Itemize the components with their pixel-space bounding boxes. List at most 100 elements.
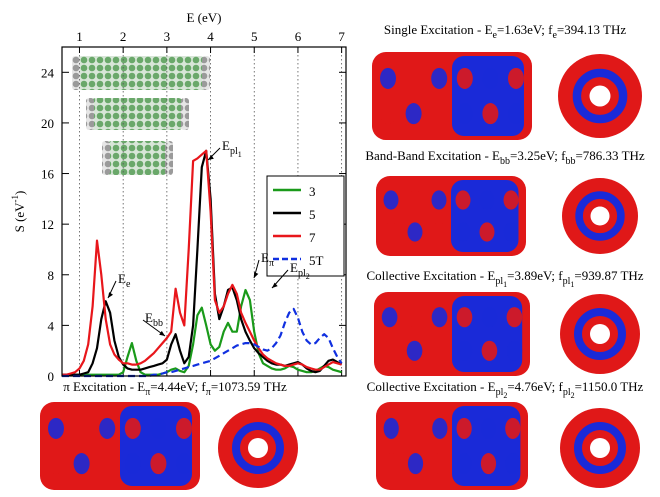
text-part: π bbox=[145, 387, 150, 398]
orbital-hole bbox=[589, 85, 611, 107]
orbital-lobe bbox=[407, 222, 423, 242]
orbital-lobe bbox=[407, 453, 424, 475]
orbital-lobe bbox=[380, 103, 396, 125]
text-part: =4.76eV; f bbox=[507, 379, 563, 394]
orbital-lobe bbox=[572, 68, 628, 124]
orbital-lobe bbox=[124, 417, 141, 439]
text-part: e bbox=[552, 30, 557, 41]
orbital-lobe bbox=[455, 222, 471, 242]
orbital-end-view bbox=[560, 408, 640, 488]
arrow-head bbox=[159, 330, 165, 336]
orbital-lobe bbox=[431, 340, 448, 361]
text-part: e bbox=[126, 279, 131, 290]
text-part: π Excitation - E bbox=[63, 379, 145, 394]
orbital-lobe bbox=[575, 191, 625, 241]
orbital-lobe bbox=[452, 406, 521, 486]
plot-frame bbox=[61, 46, 347, 377]
text-part: E bbox=[118, 271, 126, 286]
arrow-head bbox=[272, 282, 278, 288]
orbital-lobe bbox=[405, 67, 422, 89]
orbital-lobe bbox=[574, 308, 626, 360]
x-tick-label: 4 bbox=[207, 29, 214, 44]
orbital-side-view bbox=[376, 402, 528, 490]
text-part: =1150.0 THz bbox=[575, 379, 644, 394]
orbital-lobe bbox=[431, 103, 448, 125]
orbital-lobe bbox=[456, 453, 472, 475]
text-part: bb bbox=[500, 156, 510, 167]
text-part: E bbox=[145, 310, 153, 325]
orbital-lobe bbox=[479, 222, 495, 242]
text-part: Band-Band Excitation - E bbox=[365, 148, 500, 163]
panel-title: π Excitation - Eπ=4.44eV; fπ=1073.59 THz bbox=[63, 379, 287, 398]
orbital-side-view bbox=[40, 402, 200, 490]
series-line bbox=[62, 307, 343, 378]
text-part: 1 bbox=[503, 280, 507, 289]
text-part: e bbox=[493, 30, 498, 41]
orbital-lobe bbox=[508, 67, 524, 89]
orbital-end-view bbox=[558, 54, 642, 138]
orbital-lobe bbox=[455, 190, 471, 210]
legend-label: 7 bbox=[309, 230, 316, 245]
text-part: Collective Excitation - E bbox=[366, 268, 495, 283]
orbital-lobe bbox=[124, 453, 141, 475]
orbital-lobe bbox=[176, 453, 192, 475]
orbital-lobe bbox=[406, 307, 423, 328]
y-tick-label: 12 bbox=[41, 217, 54, 232]
orbital-end-view bbox=[562, 178, 638, 254]
orbital-lobe bbox=[481, 340, 498, 361]
text-part: =786.33 THz bbox=[575, 148, 644, 163]
orbital-lobe bbox=[505, 453, 521, 475]
orbital-hole bbox=[590, 206, 610, 226]
orbital-lobe bbox=[431, 190, 447, 210]
text-part: π bbox=[206, 387, 211, 398]
text-part: E bbox=[222, 138, 230, 153]
orbital-lobe bbox=[73, 417, 90, 439]
y-tick-label: 16 bbox=[41, 167, 55, 182]
text-part: Single Excitation - E bbox=[384, 22, 493, 37]
orbital-lobe bbox=[176, 417, 192, 439]
orbital-lobe bbox=[120, 406, 192, 486]
orbital-end-view bbox=[218, 408, 298, 488]
orbital-lobe bbox=[482, 67, 499, 89]
text-part: 1 bbox=[570, 280, 574, 289]
x-tick-label: 5 bbox=[251, 29, 258, 44]
legend-box bbox=[266, 175, 345, 277]
orbital-lobe bbox=[405, 103, 422, 125]
text-part: pl bbox=[298, 268, 306, 279]
peak-annotation: Ee bbox=[118, 271, 131, 290]
arrow-head bbox=[254, 272, 259, 278]
y-tick-label: 4 bbox=[48, 318, 55, 333]
orbital-lobe bbox=[506, 307, 523, 328]
panel-title: Collective Excitation - Epl2=4.76eV; fpl… bbox=[367, 379, 644, 400]
orbital-lobe bbox=[383, 190, 399, 210]
legend-label: 5 bbox=[309, 207, 316, 222]
orbital-lobe bbox=[73, 453, 90, 475]
orbital-lobe bbox=[431, 307, 448, 328]
orbital-lobe bbox=[406, 340, 423, 361]
text-part: 2 bbox=[571, 391, 575, 400]
y-tick-label: 0 bbox=[48, 369, 55, 384]
panel-title: Collective Excitation - Epl1=3.89eV; fpl… bbox=[366, 268, 643, 289]
text-part: bb bbox=[153, 318, 163, 329]
text-part: bb bbox=[565, 156, 575, 167]
orbital-side-view bbox=[372, 52, 532, 140]
legend-label: 3 bbox=[309, 184, 316, 199]
orbital-hole bbox=[590, 324, 610, 344]
orbital-lobe bbox=[479, 190, 495, 210]
text-part: S (eV bbox=[12, 202, 27, 233]
orbital-lobe bbox=[383, 453, 399, 475]
text-part: =3.89eV; f bbox=[507, 268, 563, 283]
text-part: pl bbox=[495, 276, 503, 287]
orbital-lobe bbox=[574, 422, 626, 474]
text-part: =939.87 THz bbox=[574, 268, 643, 283]
peak-annotation: Epl1 bbox=[222, 138, 242, 159]
orbital-lobe bbox=[482, 103, 499, 125]
orbital-lobe bbox=[452, 56, 524, 136]
orbital-lobe bbox=[48, 417, 64, 439]
text-part: 2 bbox=[503, 391, 507, 400]
text-part: Collective Excitation - E bbox=[367, 379, 496, 394]
series-line bbox=[62, 149, 343, 376]
text-part: =3.25eV; f bbox=[510, 148, 566, 163]
orbital-lobe bbox=[506, 340, 523, 361]
text-part: 2 bbox=[306, 272, 310, 281]
